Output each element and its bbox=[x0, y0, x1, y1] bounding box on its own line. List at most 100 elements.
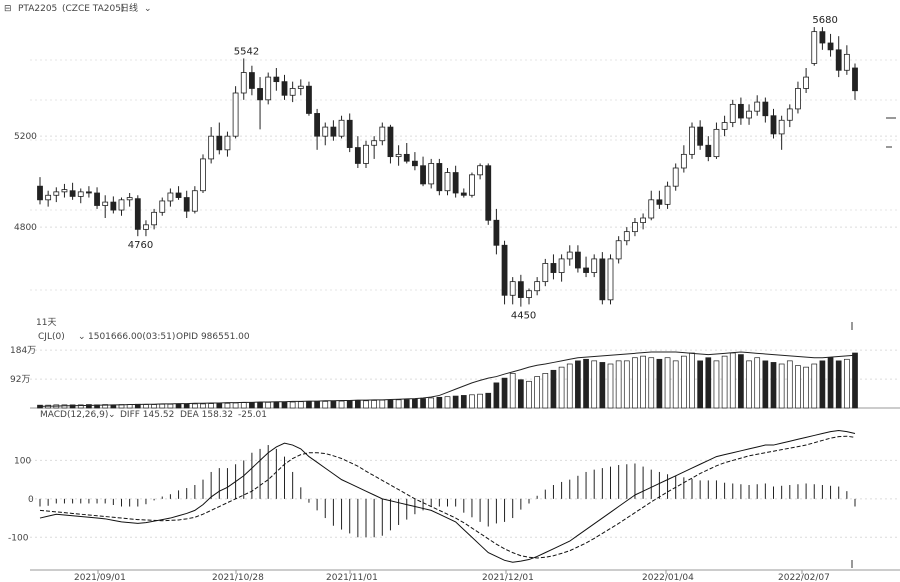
open-interest-value: OPID 986551.00 bbox=[176, 332, 250, 342]
price-annotation: 5542 bbox=[234, 46, 259, 57]
volume-bar bbox=[232, 402, 239, 409]
candle-body bbox=[53, 191, 60, 196]
volume-bar bbox=[175, 403, 182, 409]
volume-bar bbox=[355, 400, 361, 409]
volume-bar bbox=[575, 360, 581, 409]
volume-bar bbox=[819, 360, 826, 409]
period-selector[interactable]: 日线 bbox=[120, 2, 138, 14]
price-annotation: 4450 bbox=[511, 311, 536, 322]
volume-bar bbox=[656, 358, 663, 409]
volume-bar bbox=[322, 401, 329, 409]
dea-value: DEA 158.32 bbox=[180, 410, 233, 420]
candle-body bbox=[314, 113, 321, 137]
macd-value: -25.01 bbox=[238, 410, 267, 420]
volume-bar bbox=[746, 360, 752, 409]
candle-body bbox=[102, 201, 109, 206]
candle-body bbox=[656, 199, 663, 205]
volume-bar bbox=[420, 398, 426, 409]
candle-body bbox=[689, 126, 695, 155]
candle-body bbox=[729, 103, 736, 123]
volume-bar bbox=[183, 403, 190, 409]
candle-body bbox=[623, 231, 630, 242]
candle-body bbox=[680, 153, 687, 169]
candle-body bbox=[428, 163, 435, 185]
candle-body bbox=[118, 199, 125, 211]
candle-body bbox=[273, 76, 280, 83]
candle-body bbox=[191, 190, 198, 212]
x-axis-label: 2021/10/28 bbox=[212, 573, 264, 582]
candle-body bbox=[770, 115, 777, 135]
candle-body bbox=[786, 108, 793, 121]
candle-body bbox=[338, 119, 345, 137]
candle-body bbox=[354, 147, 361, 164]
price-tick-label: 4800 bbox=[14, 223, 37, 233]
chart-header: ⊟ PTA2205 (CZCE TA205) 日线 ⌄ bbox=[4, 2, 152, 14]
volume-bar bbox=[86, 404, 92, 409]
period-count-label: 11天 bbox=[36, 318, 56, 328]
candle-body bbox=[721, 122, 728, 130]
volume-bar bbox=[607, 363, 614, 409]
volume-bar bbox=[583, 358, 589, 409]
candle-body bbox=[297, 85, 304, 89]
candle-body bbox=[501, 244, 508, 296]
volume-bar bbox=[852, 352, 858, 409]
volume-bar bbox=[648, 357, 655, 409]
candle-body bbox=[94, 192, 100, 206]
candle-body bbox=[371, 140, 378, 146]
volume-bar bbox=[167, 403, 174, 409]
volume-bar bbox=[526, 380, 532, 409]
candle-body bbox=[762, 101, 769, 117]
volume-bar bbox=[61, 404, 68, 409]
volume-bar bbox=[517, 379, 524, 409]
candle-body bbox=[469, 174, 475, 196]
chevron-down-icon[interactable]: ⌄ bbox=[108, 410, 116, 420]
candle-body bbox=[795, 88, 801, 110]
candle-body bbox=[183, 197, 190, 212]
candle-body bbox=[240, 72, 247, 94]
volume-bar bbox=[623, 360, 630, 409]
candle-body bbox=[517, 281, 524, 298]
candle-body bbox=[738, 103, 744, 119]
volume-bar bbox=[428, 397, 435, 409]
candle-body bbox=[322, 126, 329, 137]
volume-bar bbox=[591, 360, 598, 409]
candle-body bbox=[387, 126, 394, 158]
volume-bar bbox=[371, 400, 377, 409]
chevron-down-icon[interactable]: ⌄ bbox=[144, 4, 152, 14]
volume-bar bbox=[550, 369, 557, 409]
candle-body bbox=[134, 198, 141, 230]
candle-body bbox=[175, 192, 182, 198]
candle-body bbox=[583, 267, 589, 273]
candle-body bbox=[411, 160, 418, 167]
candle-body bbox=[607, 258, 614, 301]
chevron-down-icon[interactable]: ⌄ bbox=[78, 332, 86, 342]
volume-bar bbox=[314, 401, 320, 409]
candle-body bbox=[477, 165, 484, 176]
macd-panel[interactable] bbox=[39, 429, 856, 563]
volume-panel[interactable] bbox=[37, 351, 858, 409]
price-annotation: 4760 bbox=[128, 240, 153, 251]
candle-body bbox=[403, 153, 410, 162]
candle-body bbox=[566, 251, 573, 260]
macd-label: MACD(12,26,9) bbox=[40, 410, 108, 420]
volume-bar bbox=[721, 355, 728, 409]
candle-body bbox=[615, 240, 622, 260]
volume-bar bbox=[338, 400, 345, 409]
volume-bar bbox=[501, 377, 508, 409]
volume-bar bbox=[672, 360, 679, 409]
diff-line bbox=[39, 429, 856, 563]
cjl-label: CJL(0) bbox=[38, 332, 65, 342]
volume-bar bbox=[346, 400, 353, 409]
menu-icon[interactable]: ⊟ bbox=[4, 4, 12, 14]
volume-bar bbox=[770, 362, 777, 409]
x-axis-label: 2021/11/01 bbox=[326, 573, 378, 582]
volume-bar bbox=[754, 357, 761, 409]
volume-bar bbox=[265, 401, 272, 409]
candle-body bbox=[632, 222, 638, 233]
volume-bar bbox=[803, 366, 809, 409]
volume-header: 11天 CJL(0) ⌄ 1501666.00(03:51) OPID 9865… bbox=[36, 318, 250, 342]
macd-tick-label: 0 bbox=[28, 495, 34, 505]
candle-body bbox=[811, 31, 818, 64]
price-panel[interactable]: 5542 4760 4450 5680 bbox=[37, 15, 858, 322]
